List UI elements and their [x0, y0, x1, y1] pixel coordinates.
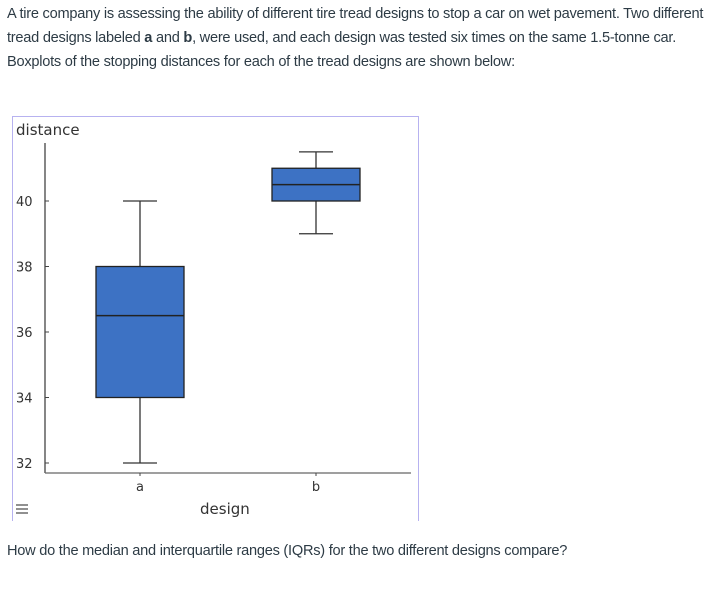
- boxplot-chart-frame: distance design 32 34 36 38 40 a b: [12, 116, 419, 521]
- x-tick-label: b: [312, 480, 320, 495]
- box-b: [271, 151, 361, 235]
- boxplot-chart: distance design 32 34 36 38 40 a b: [15, 121, 411, 518]
- hamburger-menu-icon[interactable]: [15, 503, 29, 515]
- y-tick-label: 34: [16, 392, 33, 407]
- x-tick-label: a: [136, 480, 144, 495]
- plot-area: 32 34 36 38 40 a b: [16, 143, 411, 495]
- y-tick-label: 38: [16, 261, 33, 276]
- iqr-box: [95, 265, 185, 399]
- design-a-label: a: [144, 30, 153, 46]
- intro-text: and: [152, 30, 184, 46]
- problem-statement: A tire company is assessing the ability …: [7, 2, 707, 74]
- y-tick-label: 32: [16, 457, 33, 472]
- y-axis-title: distance: [16, 121, 80, 139]
- y-tick-label: 40: [16, 195, 33, 210]
- intro-text: , were used, and each design was tested …: [7, 30, 677, 70]
- intro-text: A tire company is assessing the ability …: [7, 6, 704, 46]
- design-b-label: b: [183, 30, 193, 46]
- x-axis-title: design: [200, 500, 250, 518]
- box-a: [95, 200, 185, 464]
- question-text: How do the median and interquartile rang…: [7, 543, 568, 559]
- y-tick-label: 36: [16, 326, 33, 341]
